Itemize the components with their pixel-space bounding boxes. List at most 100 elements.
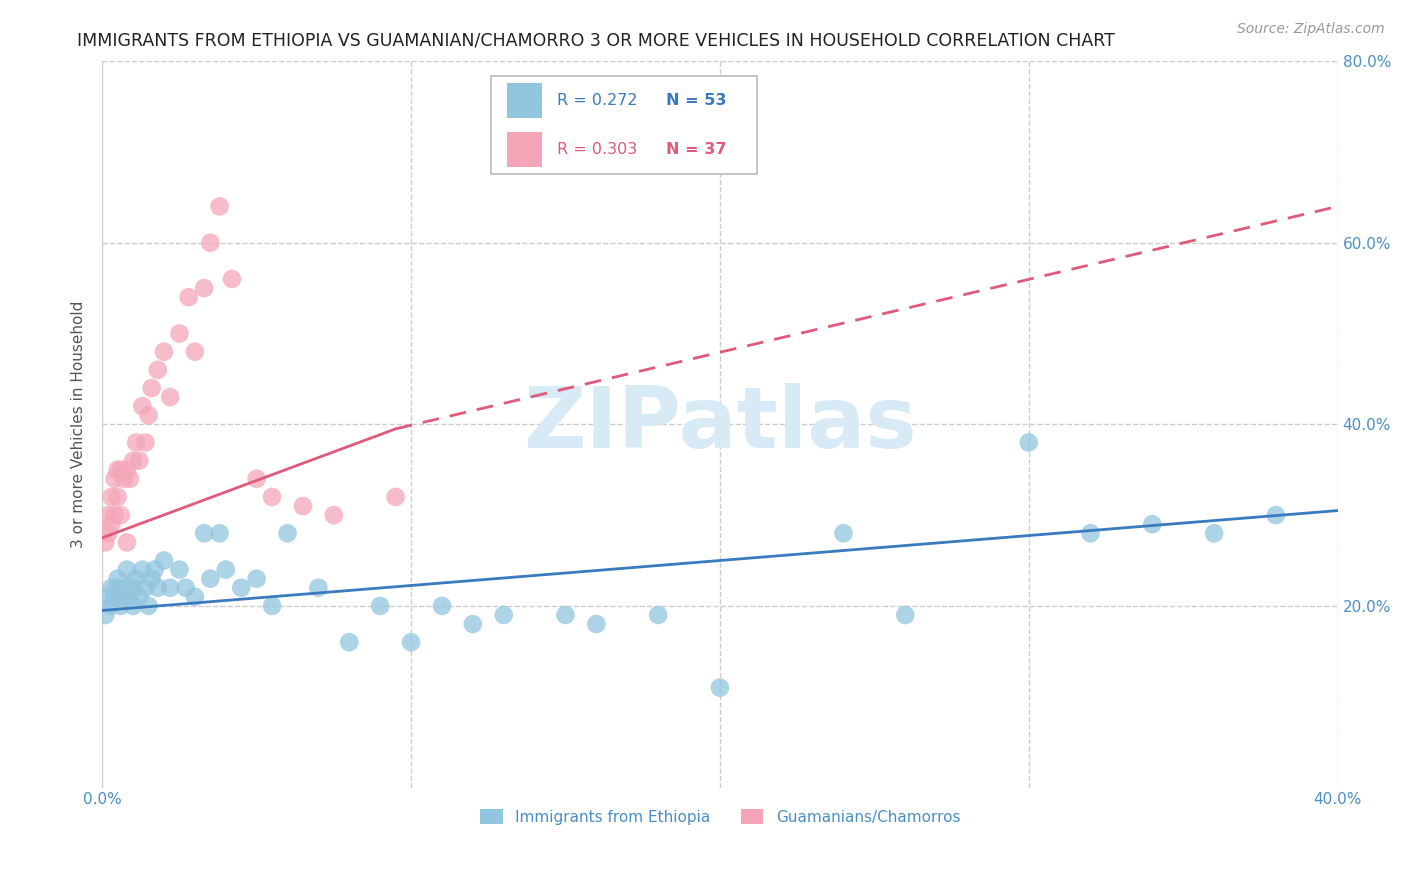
Point <box>215 563 238 577</box>
Point <box>384 490 406 504</box>
Point <box>107 463 129 477</box>
Point <box>193 526 215 541</box>
Point <box>193 281 215 295</box>
Text: N = 37: N = 37 <box>665 142 725 157</box>
Point <box>177 290 200 304</box>
Point <box>276 526 298 541</box>
Point <box>131 563 153 577</box>
Point <box>1204 526 1226 541</box>
Point <box>461 617 484 632</box>
Text: R = 0.303: R = 0.303 <box>557 142 637 157</box>
Point <box>307 581 329 595</box>
Point <box>112 590 135 604</box>
Point <box>143 563 166 577</box>
Point <box>131 399 153 413</box>
Point <box>141 572 163 586</box>
Point <box>122 453 145 467</box>
Point <box>291 499 314 513</box>
Point <box>174 581 197 595</box>
Point <box>110 463 132 477</box>
Point <box>146 581 169 595</box>
Point <box>554 607 576 622</box>
Point <box>100 581 122 595</box>
Y-axis label: 3 or more Vehicles in Household: 3 or more Vehicles in Household <box>72 301 86 548</box>
Point <box>221 272 243 286</box>
Point <box>110 508 132 522</box>
Text: R = 0.272: R = 0.272 <box>557 93 637 108</box>
Point <box>153 344 176 359</box>
Point <box>262 599 284 613</box>
Point <box>208 526 231 541</box>
Point <box>200 572 222 586</box>
Point <box>115 581 138 595</box>
Point <box>322 508 344 522</box>
Point <box>184 344 207 359</box>
Point <box>128 453 150 467</box>
Point <box>100 490 122 504</box>
Point <box>128 590 150 604</box>
FancyBboxPatch shape <box>508 83 543 118</box>
Text: ZIPatlas: ZIPatlas <box>523 383 917 466</box>
Point <box>100 517 122 532</box>
Point <box>430 599 453 613</box>
Point <box>146 363 169 377</box>
Point <box>208 199 231 213</box>
Point <box>894 607 917 622</box>
Point <box>112 472 135 486</box>
Point <box>169 563 191 577</box>
Point <box>94 607 117 622</box>
Point <box>122 599 145 613</box>
Point <box>103 472 125 486</box>
Point <box>125 435 148 450</box>
Point <box>141 381 163 395</box>
Point <box>492 607 515 622</box>
Point <box>184 590 207 604</box>
Point <box>1264 508 1286 522</box>
FancyBboxPatch shape <box>491 76 756 174</box>
Point <box>97 590 120 604</box>
Point <box>122 581 145 595</box>
Point <box>647 607 669 622</box>
Point <box>399 635 422 649</box>
Legend: Immigrants from Ethiopia, Guamanians/Chamorros: Immigrants from Ethiopia, Guamanians/Cha… <box>474 803 966 830</box>
Point <box>138 409 160 423</box>
Point <box>159 390 181 404</box>
Point <box>100 599 122 613</box>
Point <box>262 490 284 504</box>
Point <box>110 599 132 613</box>
Text: IMMIGRANTS FROM ETHIOPIA VS GUAMANIAN/CHAMORRO 3 OR MORE VEHICLES IN HOUSEHOLD C: IMMIGRANTS FROM ETHIOPIA VS GUAMANIAN/CH… <box>77 31 1115 49</box>
Point <box>231 581 253 595</box>
FancyBboxPatch shape <box>508 132 543 167</box>
Point <box>115 535 138 549</box>
Point <box>832 526 855 541</box>
Point <box>709 681 731 695</box>
Point <box>1018 435 1040 450</box>
Point <box>246 472 269 486</box>
Point <box>118 472 141 486</box>
Point <box>138 599 160 613</box>
Point <box>337 635 360 649</box>
Point <box>125 572 148 586</box>
Point <box>115 563 138 577</box>
Point <box>97 526 120 541</box>
Point <box>107 490 129 504</box>
Point <box>134 581 156 595</box>
Point <box>118 590 141 604</box>
Point <box>1080 526 1102 541</box>
Point <box>159 581 181 595</box>
Point <box>169 326 191 341</box>
Point <box>107 581 129 595</box>
Point <box>246 572 269 586</box>
Point <box>103 508 125 522</box>
Point <box>368 599 391 613</box>
Point <box>115 463 138 477</box>
Point <box>1142 517 1164 532</box>
Point <box>153 553 176 567</box>
Text: Source: ZipAtlas.com: Source: ZipAtlas.com <box>1237 22 1385 37</box>
Point <box>97 508 120 522</box>
Point <box>134 435 156 450</box>
Point <box>585 617 607 632</box>
Point <box>103 590 125 604</box>
Point <box>107 572 129 586</box>
Point <box>94 535 117 549</box>
